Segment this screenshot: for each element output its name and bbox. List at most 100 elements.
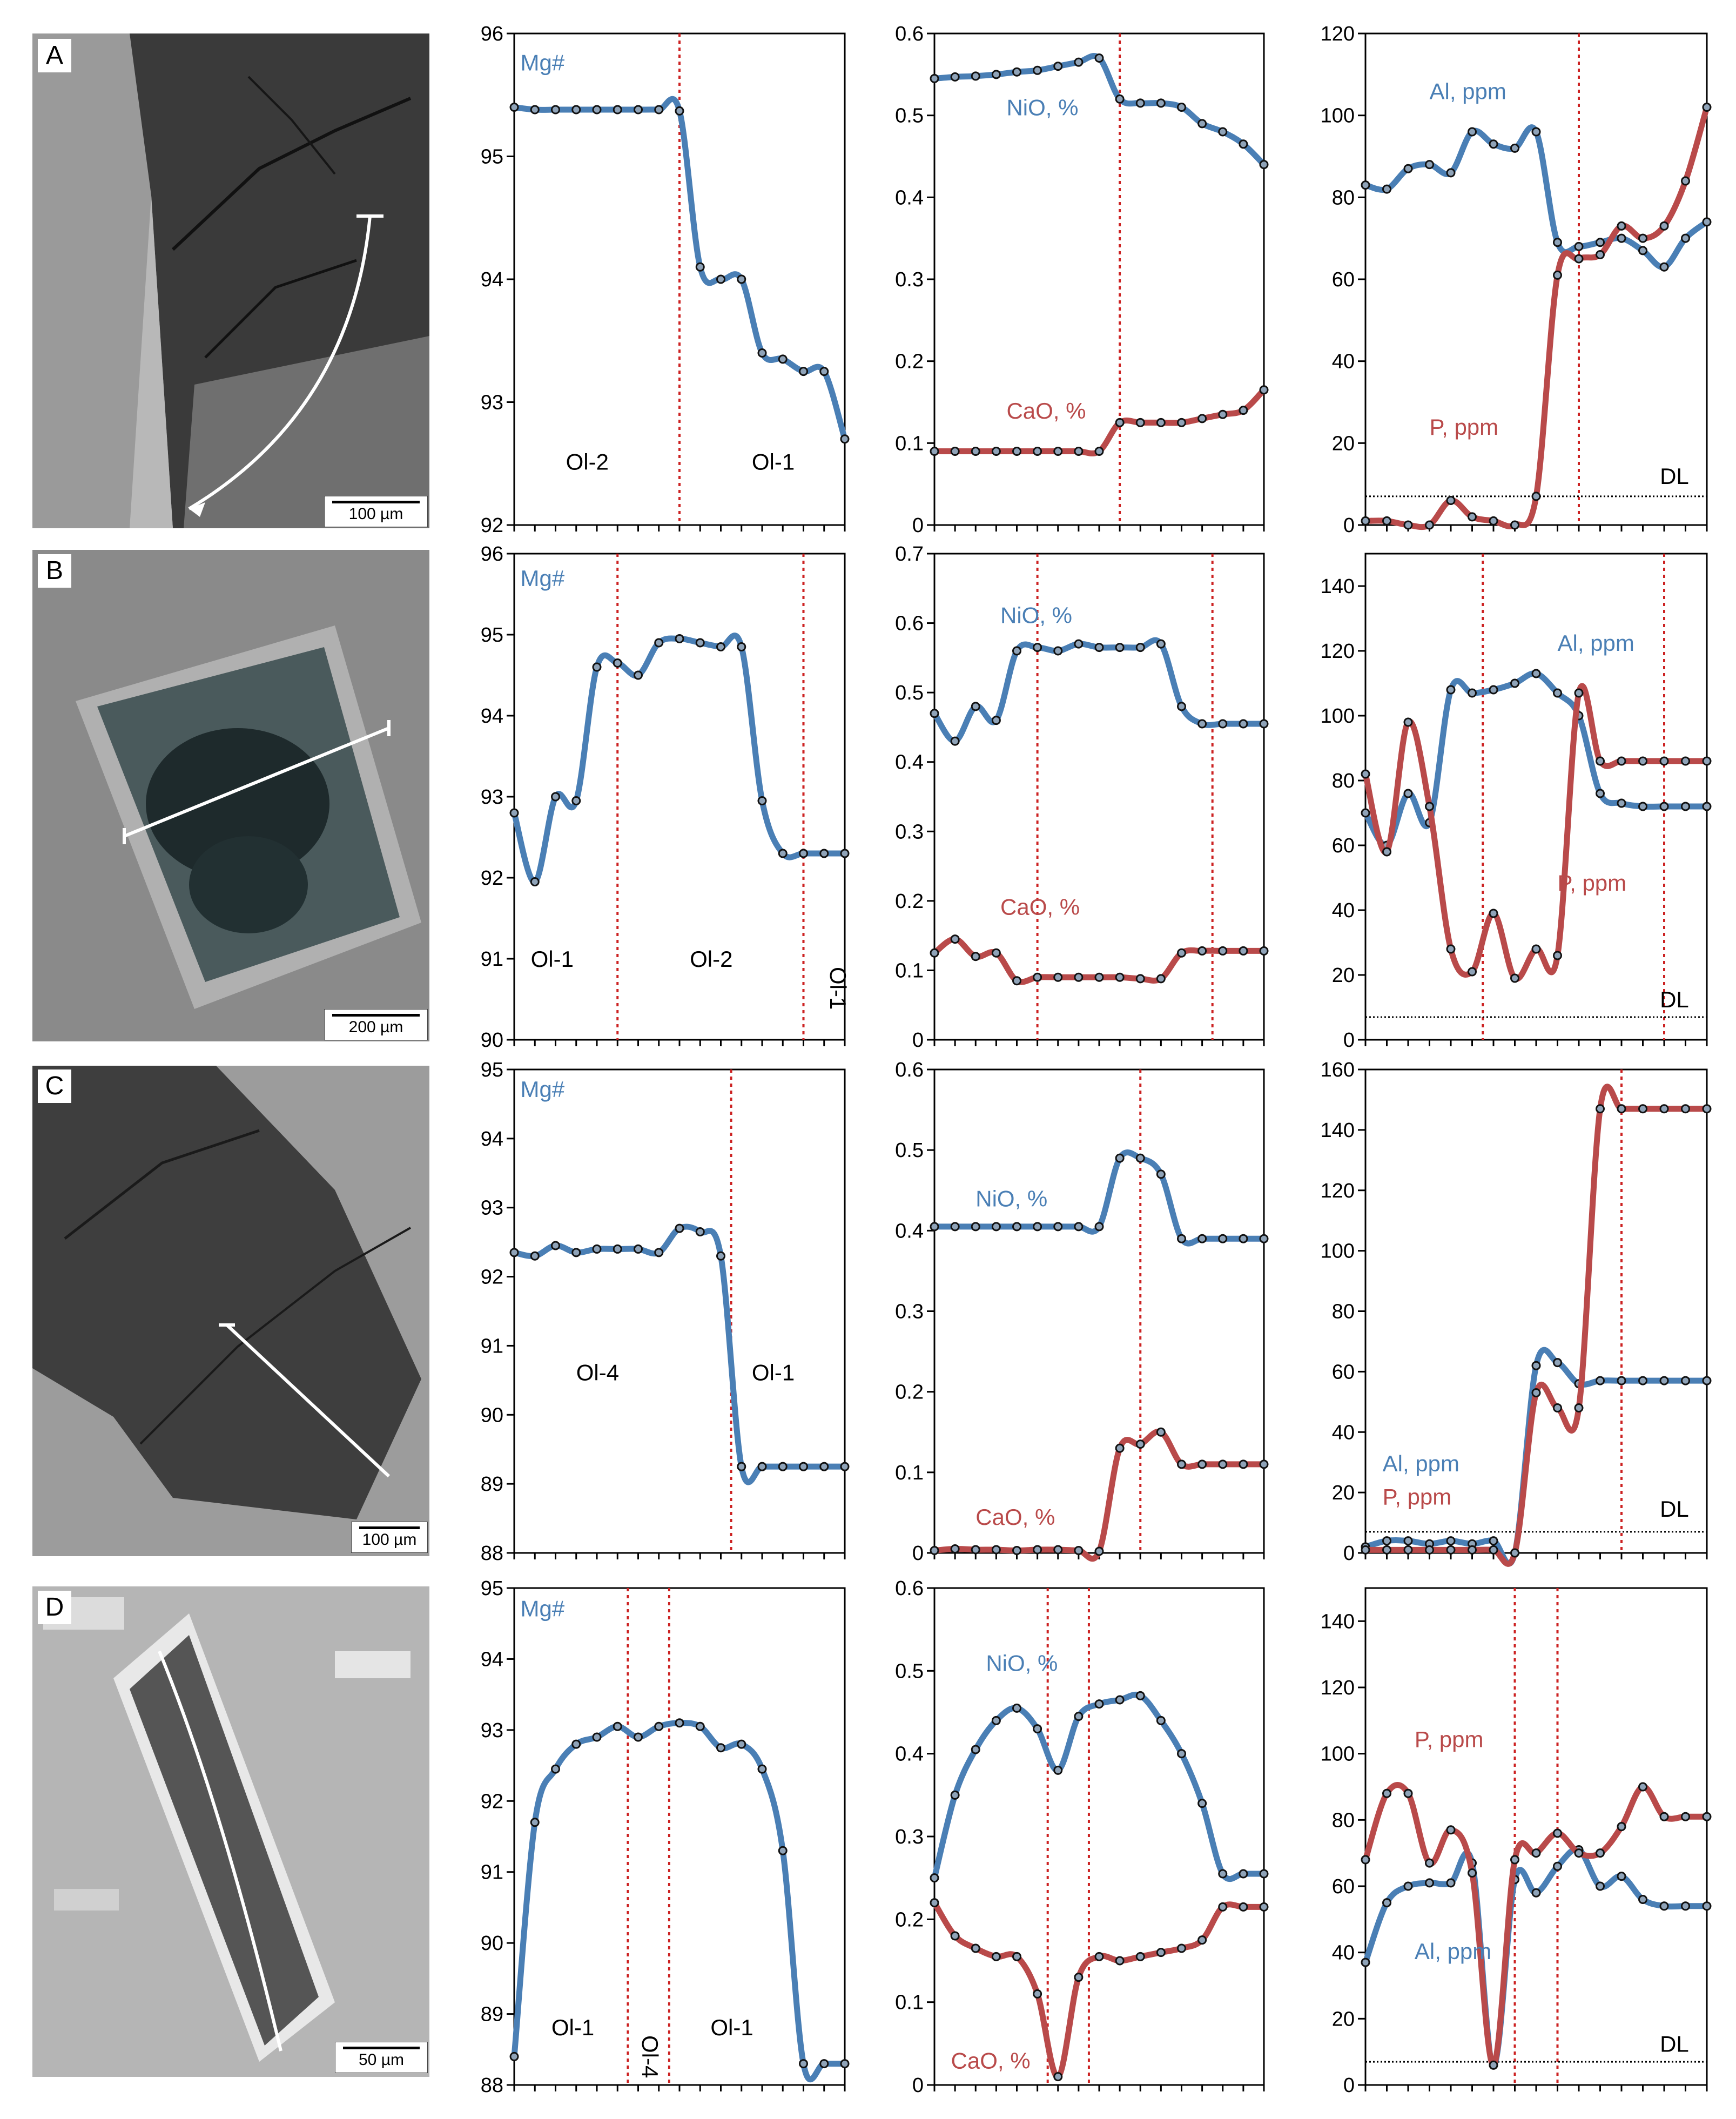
data-point [1197, 1799, 1207, 1808]
data-point [1094, 972, 1104, 982]
plot-frame [513, 1068, 846, 1554]
data-point [613, 105, 622, 115]
data-point [675, 1223, 684, 1233]
data-point [1489, 909, 1498, 918]
y-tick-label: 0 [912, 1542, 924, 1565]
y-tick-label: 95 [481, 1577, 503, 1600]
scale-bar-label: 100 µm [348, 505, 403, 523]
data-point [1638, 1376, 1647, 1385]
annotation-label: DL [1660, 987, 1689, 1012]
annotation-label: Al, ppm [1558, 630, 1634, 656]
chart-a-1: 0 0.1 0.2 0.3 0.4 0.5 0.6 NiO, % CaO, % [895, 23, 1269, 537]
y-tick-label: 140 [1321, 1610, 1355, 1633]
data-point [530, 105, 540, 115]
data-point [571, 1739, 581, 1749]
data-point [1218, 1234, 1228, 1243]
scale-bar-label: 100 µm [362, 1531, 417, 1549]
data-point [509, 1248, 519, 1257]
y-tick-label: 95 [481, 1059, 503, 1081]
data-point [1053, 2072, 1063, 2082]
y-tick-label: 0.4 [895, 186, 924, 209]
data-point [1135, 418, 1145, 427]
data-point [1135, 1952, 1145, 1961]
annotation-label: P, ppm [1415, 1726, 1484, 1752]
data-point [1033, 1724, 1042, 1734]
data-point [991, 948, 1001, 958]
data-point [1115, 643, 1125, 652]
chart-c-0: 88 89 90 91 92 93 94 95 Mg# Ol-4 Ol-1 [481, 1059, 850, 1565]
annotation-label: CaO, % [1000, 894, 1080, 920]
data-point [757, 1764, 767, 1774]
data-point [1403, 520, 1413, 530]
data-point [1638, 1104, 1647, 1114]
data-point [1489, 2060, 1498, 2070]
data-point [930, 1873, 939, 1883]
series-line [931, 1691, 1267, 1882]
chart-a-2: 0 20 40 60 80 100 120 Al, ppm P, ppm DL [1321, 23, 1712, 537]
plot-frame [933, 553, 1265, 1041]
series-line [1362, 1084, 1710, 1567]
data-point [1197, 1935, 1207, 1945]
plot-frame [1364, 1587, 1708, 2086]
annotation-label: Al, ppm [1430, 78, 1506, 104]
annotation-label: Mg# [520, 50, 564, 75]
data-point [799, 849, 808, 858]
y-tick-label: 60 [1332, 268, 1355, 291]
data-point [1239, 946, 1248, 956]
data-point [1074, 447, 1084, 456]
data-point [695, 638, 705, 648]
data-point [1403, 1545, 1413, 1555]
data-point [1446, 944, 1456, 954]
data-point [1681, 802, 1690, 811]
annotation-label: Ol-4 [637, 2035, 663, 2078]
data-point [1135, 974, 1145, 984]
data-point [1012, 1703, 1021, 1713]
y-tick-label: 40 [1332, 1421, 1355, 1444]
data-point [950, 736, 960, 746]
data-point [1177, 1234, 1186, 1243]
data-point [1361, 1957, 1370, 1967]
scale-bar-line [332, 501, 420, 503]
annotation-label: Ol-1 [531, 946, 574, 972]
data-point [654, 638, 664, 648]
data-point [737, 1739, 746, 1749]
data-point [675, 1718, 684, 1728]
y-tick-label: 60 [1332, 1875, 1355, 1898]
annotation-label: Ol-2 [690, 946, 732, 972]
data-point [1403, 789, 1413, 798]
scale-bar-label: 50 µm [359, 2051, 404, 2069]
data-point [1702, 1104, 1712, 1114]
data-point [1197, 1459, 1207, 1469]
y-tick-label: 95 [481, 146, 503, 169]
data-point [1553, 951, 1562, 960]
data-point [1553, 1828, 1562, 1838]
data-point [1115, 972, 1125, 982]
data-point [991, 1545, 1001, 1555]
data-point [819, 2059, 829, 2069]
data-point [737, 642, 746, 651]
y-tick-label: 0.4 [895, 751, 924, 774]
y-tick-label: 0.2 [895, 1908, 924, 1931]
data-point [1156, 1169, 1166, 1179]
data-point [1033, 1545, 1042, 1555]
data-point [1553, 1861, 1562, 1871]
y-tick-label: 94 [481, 1648, 503, 1671]
data-point [1702, 1812, 1712, 1821]
data-point [530, 1818, 540, 1827]
data-point [1239, 1869, 1248, 1879]
annotation-label: NiO, % [975, 1186, 1047, 1212]
data-point [1033, 65, 1042, 75]
data-point [971, 447, 980, 456]
data-point [1638, 233, 1647, 243]
annotation-label: CaO, % [951, 2048, 1031, 2073]
data-point [1681, 756, 1690, 766]
data-point [1702, 103, 1712, 112]
annotation-label: Ol-1 [551, 2015, 594, 2040]
data-point [509, 103, 519, 112]
data-point [1553, 270, 1562, 280]
data-point [1361, 769, 1370, 779]
data-point [1617, 1104, 1626, 1114]
annotation-label: DL [1660, 463, 1689, 489]
